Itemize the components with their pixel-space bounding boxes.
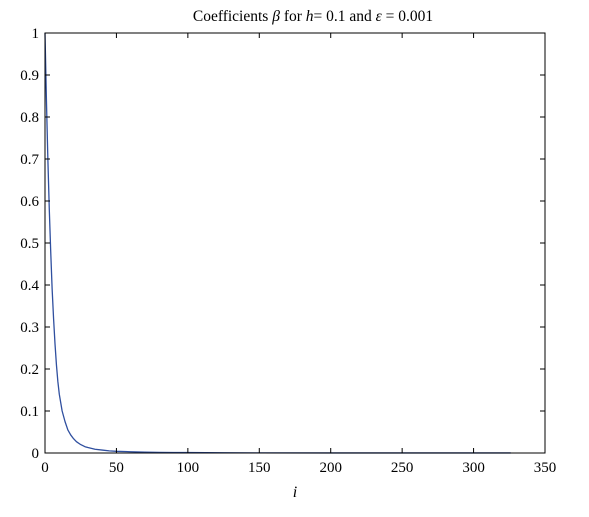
ticks-layer: 0 50 100 150 200 250 300 350 0 0.1 0.2 0.3 0.4 0.5 0.6… [20, 26, 556, 476]
y-tick-label: 0.4 [20, 278, 39, 294]
series-line [44, 32, 511, 454]
y-tick-label: 1 [32, 26, 40, 42]
y-tick-label: 0.7 [20, 152, 39, 168]
y-tick-label: 0.5 [20, 236, 39, 252]
y-tick-label: 0.6 [20, 194, 39, 210]
plot-layer [44, 32, 511, 454]
y-tick-label: 0.9 [20, 68, 39, 84]
x-tick-label: 100 [177, 460, 200, 476]
x-tick-label: 200 [319, 460, 342, 476]
plot-frame [44, 32, 546, 454]
y-tick-label: 0.1 [20, 404, 39, 420]
x-tick-label: 300 [462, 460, 485, 476]
x-tick-label: 150 [248, 460, 271, 476]
y-tick-label: 0.2 [20, 362, 39, 378]
chart-title: Coefficients β for h= 0.1 and ε = 0.001 [193, 8, 433, 25]
x-tick-label: 0 [41, 460, 49, 476]
x-tick-label: 250 [391, 460, 414, 476]
x-axis-label: i [293, 484, 297, 501]
y-tick-label: 0.3 [20, 320, 39, 336]
y-tick-label: 0.8 [20, 110, 39, 126]
x-tick-label: 50 [109, 460, 124, 476]
x-tick-label: 350 [534, 460, 557, 476]
y-tick-label: 0 [32, 446, 40, 462]
